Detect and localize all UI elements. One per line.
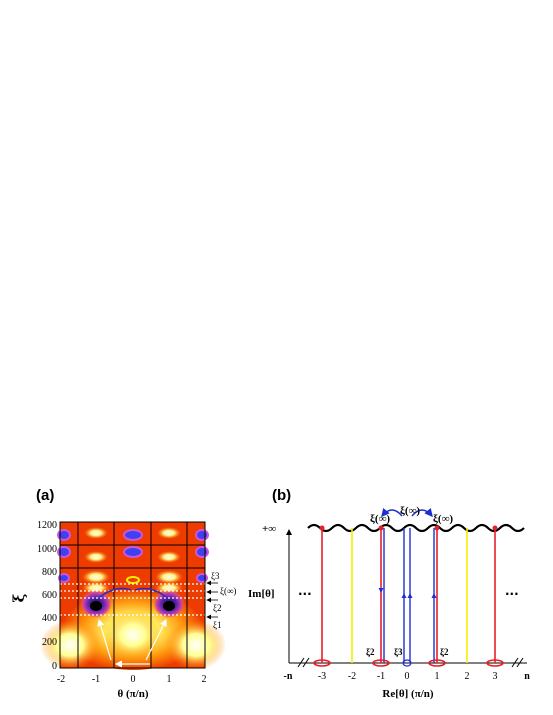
y-tick: 0 (52, 661, 57, 672)
xi-inf-top-label: ξ(∞) (433, 513, 453, 525)
y-tick: 1000 (37, 544, 57, 555)
x-tick: 2 (465, 671, 470, 682)
x-tick: 3 (493, 671, 498, 682)
panel-a-xlabel: θ (π/n) (117, 688, 148, 700)
panel-b-x-ticks: -n -3 -2 -1 0 1 2 3 n (284, 671, 531, 682)
x-tick: n (524, 671, 530, 682)
xi3-label: ξ3 (211, 571, 220, 581)
x-tick: -2 (57, 674, 65, 685)
panel-a-xi-labels: ξ3 ξ(∞) ξ2 ξ1 (206, 571, 236, 630)
ellipsis-right: ... (505, 584, 519, 598)
y-tick: 200 (42, 637, 57, 648)
xi1-label: ξ1 (213, 620, 222, 630)
xi2-label: ξ2 (213, 603, 222, 613)
x-tick: -2 (348, 671, 356, 682)
panel-b-xlabel: Re[θ] (π/n) (382, 688, 434, 700)
xi3-label: ξ3 (394, 647, 403, 657)
panel-b-bottom-labels: ξ2 ξ3 ξ2 (366, 647, 449, 657)
panel-a-label: (a) (36, 487, 54, 504)
heatmap-panel-a (40, 521, 226, 670)
xi2-right-label: ξ2 (440, 647, 449, 657)
panel-b-label: (b) (272, 487, 291, 504)
panel-a-x-ticks: -2 -1 0 1 2 (57, 674, 207, 685)
y-tick: 1200 (37, 520, 57, 531)
y-tick: 600 (42, 590, 57, 601)
xi-inf-label: ξ(∞) (220, 586, 236, 596)
xi2-left-label: ξ2 (366, 647, 375, 657)
panel-a-y-ticks: 0 200 400 600 800 1000 1200 (37, 520, 57, 672)
xi-inf-top-label: ξ(∞) (370, 513, 390, 525)
x-tick: 1 (435, 671, 440, 682)
y-tick: 800 (42, 567, 57, 578)
panel-b-diagram (286, 507, 527, 668)
y-tick: 400 (42, 613, 57, 624)
x-tick: 0 (131, 674, 136, 685)
x-tick: 0 (405, 671, 410, 682)
x-tick: -1 (92, 674, 100, 685)
ellipsis-left: ... (298, 584, 312, 598)
x-tick: -n (284, 671, 293, 682)
panel-a-ylabel: ξ (10, 593, 28, 602)
x-tick: -1 (377, 671, 385, 682)
x-tick: -3 (318, 671, 326, 682)
plus-infinity-label: +∞ (262, 523, 276, 535)
panel-b-ylabel: Im[θ] (248, 588, 275, 600)
xi-inf-top-label: ξ(∞) (400, 505, 420, 517)
x-tick: 2 (202, 674, 207, 685)
panel-b-top-labels: ξ(∞) ξ(∞) ξ(∞) (370, 505, 453, 525)
x-tick: 1 (167, 674, 172, 685)
